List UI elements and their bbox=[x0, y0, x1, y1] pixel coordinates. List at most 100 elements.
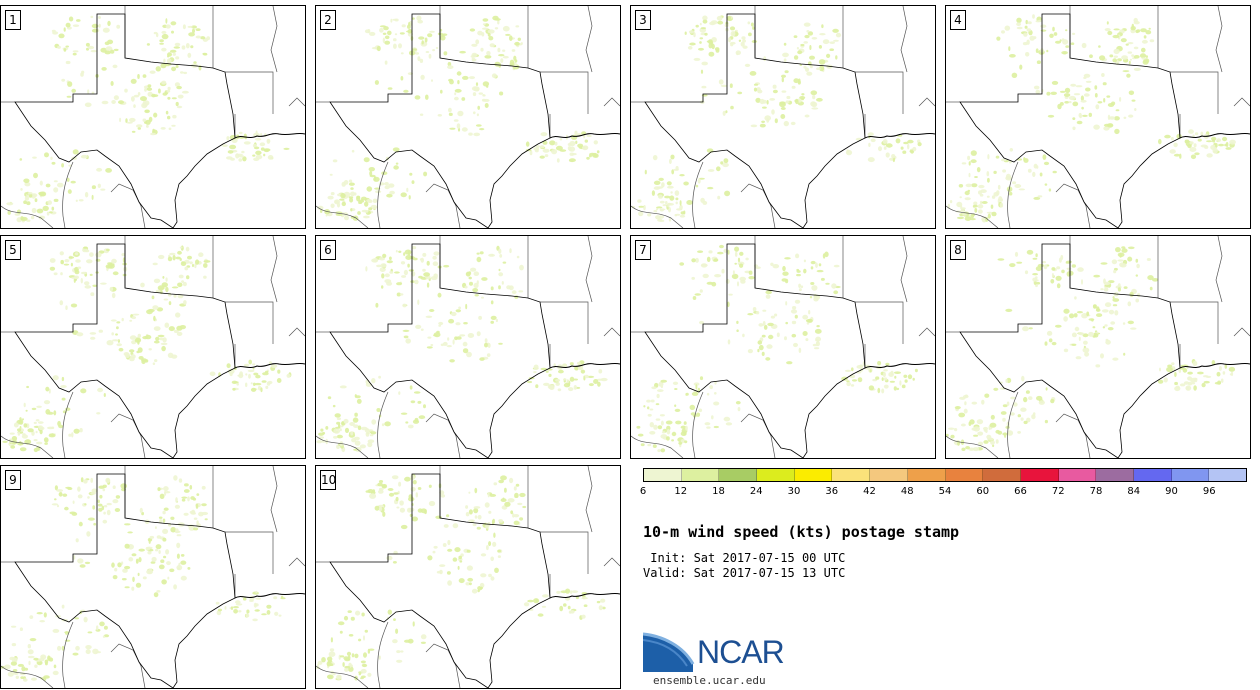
colorbar-swatch bbox=[907, 469, 946, 481]
product-title: 10-m wind speed (kts) postage stamp bbox=[643, 523, 960, 541]
member-number-label: 1 bbox=[5, 10, 21, 30]
state-border bbox=[377, 391, 389, 458]
colorbar-tick-label: 24 bbox=[749, 486, 763, 497]
state-border bbox=[425, 413, 461, 458]
state-border bbox=[1233, 327, 1250, 337]
state-border bbox=[110, 643, 146, 688]
colorbar-swatch bbox=[719, 469, 758, 481]
member-number-label: 9 bbox=[5, 470, 21, 490]
state-border bbox=[1170, 71, 1219, 114]
member-number-label: 2 bbox=[320, 10, 336, 30]
texas-outline bbox=[14, 13, 236, 228]
texas-outline bbox=[14, 243, 236, 458]
texas-outline bbox=[959, 13, 1181, 228]
wind-speed-map bbox=[316, 466, 620, 688]
wind-speed-map bbox=[316, 6, 620, 228]
state-border bbox=[540, 301, 589, 344]
ensemble-member-panel[interactable]: 7 bbox=[630, 235, 936, 459]
texas-outline bbox=[644, 243, 866, 458]
state-border bbox=[1, 435, 54, 458]
colorbar-swatch bbox=[681, 469, 720, 481]
state-border bbox=[740, 183, 776, 228]
texas-outline bbox=[14, 473, 236, 688]
colorbar-tick-label: 60 bbox=[976, 486, 990, 497]
colorbar-swatch bbox=[794, 469, 833, 481]
state-border bbox=[62, 621, 74, 688]
ensemble-member-panel[interactable]: 5 bbox=[0, 235, 306, 459]
colorbar-tick-label: 48 bbox=[900, 486, 914, 497]
ensemble-member-panel[interactable]: 3 bbox=[630, 5, 936, 229]
state-border bbox=[62, 391, 74, 458]
colorbar-tick-label: 96 bbox=[1202, 486, 1216, 497]
state-border bbox=[603, 97, 620, 107]
wind-speed-map bbox=[631, 6, 935, 228]
colorbar-tick-label: 30 bbox=[787, 486, 801, 497]
state-border bbox=[855, 301, 904, 344]
gulf-coastline bbox=[1179, 132, 1250, 139]
wind-speed-map bbox=[631, 236, 935, 458]
member-number-label: 8 bbox=[950, 240, 966, 260]
state-border bbox=[603, 557, 620, 567]
texas-outline bbox=[329, 473, 551, 688]
state-border bbox=[1055, 413, 1091, 458]
state-border bbox=[692, 391, 704, 458]
colorbar-tick-label: 42 bbox=[863, 486, 876, 497]
gulf-coastline bbox=[234, 592, 305, 599]
wind-speed-map bbox=[1, 236, 305, 458]
member-number-label: 5 bbox=[5, 240, 21, 260]
gulf-coastline bbox=[549, 132, 620, 139]
colorbar-tick-label: 12 bbox=[674, 486, 688, 497]
state-border bbox=[425, 183, 461, 228]
state-border bbox=[316, 205, 369, 228]
texas-outline bbox=[329, 13, 551, 228]
ensemble-member-panel[interactable]: 4 bbox=[945, 5, 1251, 229]
colorbar-tick-label: 84 bbox=[1127, 486, 1141, 497]
colorbar-tick-label: 36 bbox=[825, 486, 839, 497]
state-border bbox=[270, 236, 278, 303]
colorbar-swatch bbox=[870, 469, 908, 481]
state-border bbox=[225, 301, 274, 344]
state-border bbox=[225, 71, 274, 114]
ensemble-member-panel[interactable]: 1 bbox=[0, 5, 306, 229]
wind-speed-shading bbox=[2, 245, 292, 453]
colorbar-tick-label: 6 bbox=[639, 486, 647, 497]
member-number-label: 6 bbox=[320, 240, 336, 260]
state-border bbox=[740, 413, 776, 458]
colorbar-swatch bbox=[1209, 469, 1246, 481]
state-border bbox=[855, 71, 904, 114]
wind-speed-map bbox=[946, 6, 1250, 228]
ensemble-member-panel[interactable]: 10 bbox=[315, 465, 621, 689]
wind-speed-shading bbox=[946, 246, 1236, 452]
state-border bbox=[540, 71, 589, 114]
state-border bbox=[316, 435, 369, 458]
member-number-label: 3 bbox=[635, 10, 651, 30]
gulf-coastline bbox=[1179, 362, 1250, 369]
ensemble-member-panel[interactable]: 6 bbox=[315, 235, 621, 459]
colorbar-tick-labels: 6 12 18 24 30 36 42 48 54 60 66 72 78 84 90 96 bbox=[639, 486, 1247, 500]
state-border bbox=[316, 665, 369, 688]
state-border bbox=[62, 161, 74, 228]
wind-speed-shading bbox=[636, 244, 918, 453]
state-border bbox=[585, 6, 593, 73]
state-border bbox=[631, 205, 684, 228]
colorbar-swatch bbox=[757, 469, 795, 481]
ensemble-member-panel[interactable]: 9 bbox=[0, 465, 306, 689]
state-border bbox=[225, 531, 274, 574]
wind-speed-shading bbox=[631, 15, 922, 222]
state-border bbox=[585, 236, 593, 303]
init-time: Init: Sat 2017-07-15 00 UTC bbox=[643, 551, 846, 565]
state-border bbox=[288, 97, 305, 107]
ncar-logo[interactable]: NCAR ensemble.ucar.edu bbox=[642, 632, 803, 690]
state-border bbox=[1055, 183, 1091, 228]
colorbar-swatch bbox=[945, 469, 984, 481]
colorbar-tick-label: 78 bbox=[1089, 486, 1103, 497]
texas-outline bbox=[959, 243, 1181, 458]
ensemble-member-panel[interactable]: 2 bbox=[315, 5, 621, 229]
wind-speed-shading bbox=[317, 15, 600, 221]
valid-time: Valid: Sat 2017-07-15 13 UTC bbox=[643, 566, 846, 580]
state-border bbox=[946, 435, 999, 458]
state-border bbox=[900, 6, 908, 73]
ensemble-member-panel[interactable]: 8 bbox=[945, 235, 1251, 459]
colorbar-swatch bbox=[1020, 469, 1059, 481]
wind-speed-shading bbox=[316, 474, 606, 681]
